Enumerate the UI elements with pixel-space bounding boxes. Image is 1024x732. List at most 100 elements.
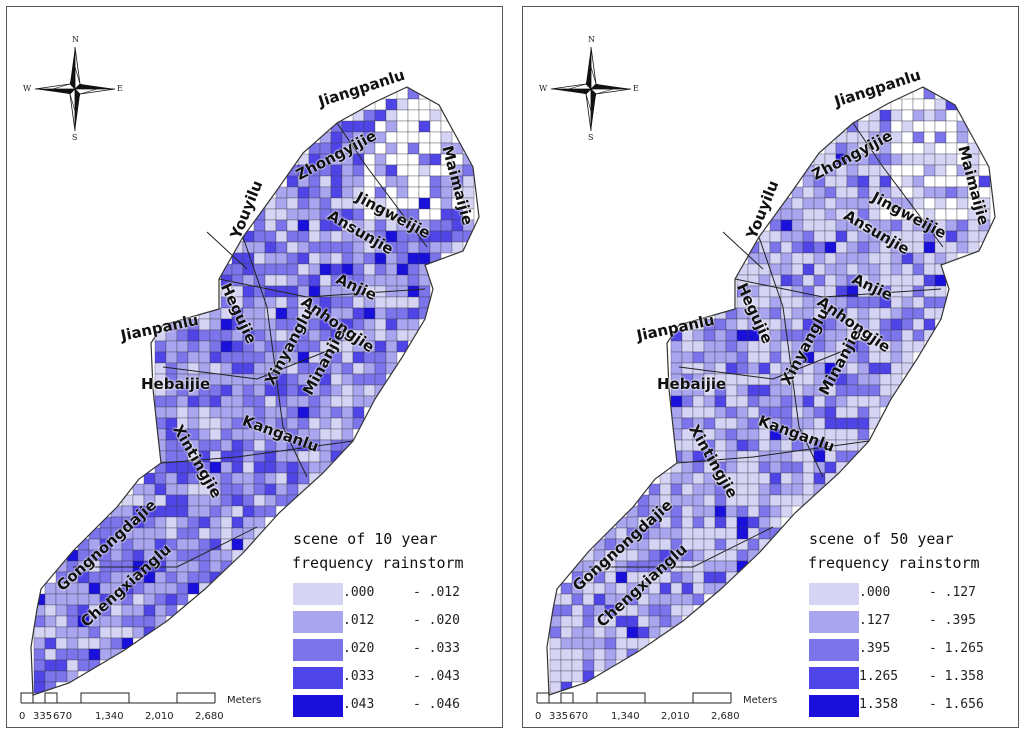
- parcel: [385, 318, 398, 331]
- parcel: [44, 659, 57, 672]
- legend-lower: .395: [859, 641, 891, 656]
- parcel: [99, 626, 112, 639]
- parcel: [571, 659, 584, 672]
- parcel: [945, 164, 958, 177]
- parcel: [396, 318, 409, 331]
- parcel: [736, 439, 749, 452]
- parcel: [209, 417, 222, 430]
- parcel: [77, 593, 90, 606]
- parcel: [890, 329, 903, 342]
- parcel: [890, 263, 903, 276]
- parcel: [308, 406, 321, 419]
- parcel: [396, 153, 409, 166]
- parcel: [956, 208, 969, 221]
- parcel: [231, 406, 244, 419]
- parcel: [319, 406, 332, 419]
- parcel: [725, 362, 738, 375]
- scale-tick: 1,340: [95, 711, 124, 722]
- parcel: [352, 406, 365, 419]
- parcel: [780, 395, 793, 408]
- parcel: [791, 274, 804, 287]
- parcel: [44, 582, 57, 595]
- parcel: [923, 109, 936, 122]
- parcel: [736, 505, 749, 518]
- parcel: [429, 186, 442, 199]
- parcel: [231, 483, 244, 496]
- parcel: [923, 285, 936, 298]
- parcel: [220, 406, 233, 419]
- parcel: [33, 670, 46, 683]
- parcel: [264, 219, 277, 232]
- parcel: [165, 340, 178, 353]
- parcel: [923, 252, 936, 265]
- parcel: [275, 252, 288, 265]
- parcel: [670, 351, 683, 364]
- parcel: [363, 252, 376, 265]
- parcel: [407, 131, 420, 144]
- parcel: [253, 362, 266, 375]
- parcel: [385, 109, 398, 122]
- parcel: [308, 142, 321, 155]
- parcel: [725, 571, 738, 584]
- parcel: [176, 461, 189, 474]
- parcel: [330, 241, 343, 254]
- parcel: [670, 516, 683, 529]
- legend-title-line1: scene of 10 year: [293, 530, 438, 548]
- parcel: [857, 351, 870, 364]
- parcel: [747, 263, 760, 276]
- parcel: [857, 395, 870, 408]
- parcel: [110, 637, 123, 650]
- parcel: [341, 296, 354, 309]
- parcel: [407, 175, 420, 188]
- parcel: [725, 505, 738, 518]
- parcel: [374, 164, 387, 177]
- parcel: [791, 461, 804, 474]
- parcel: [154, 472, 167, 485]
- parcel: [857, 296, 870, 309]
- parcel: [879, 307, 892, 320]
- parcel: [857, 252, 870, 265]
- road-line: [336, 122, 428, 248]
- parcel: [857, 406, 870, 419]
- parcel: [835, 428, 848, 441]
- parcel: [132, 483, 145, 496]
- parcel: [297, 461, 310, 474]
- parcel: [615, 637, 628, 650]
- parcel: [879, 384, 892, 397]
- parcel: [846, 241, 859, 254]
- parcel: [275, 307, 288, 320]
- parcel: [901, 340, 914, 353]
- parcel: [846, 252, 859, 265]
- parcel: [934, 175, 947, 188]
- parcel: [626, 626, 639, 639]
- parcel: [308, 241, 321, 254]
- parcel: [231, 505, 244, 518]
- parcel: [264, 307, 277, 320]
- parcel: [286, 395, 299, 408]
- compass-north-label: N: [588, 35, 595, 44]
- parcel: [231, 527, 244, 540]
- parcel: [571, 648, 584, 661]
- parcel: [407, 197, 420, 210]
- parcel: [165, 505, 178, 518]
- parcel: [264, 340, 277, 353]
- parcel: [209, 384, 222, 397]
- parcel: [560, 593, 573, 606]
- legend-lower: 1.358: [859, 697, 899, 712]
- parcel: [396, 98, 409, 111]
- parcel: [813, 351, 826, 364]
- parcel: [242, 483, 255, 496]
- scale-bar: 0 335 670 1,340 2,010 2,680 Meters: [19, 689, 279, 725]
- parcel: [934, 153, 947, 166]
- parcel: [670, 340, 683, 353]
- parcel: [429, 131, 442, 144]
- parcel: [725, 549, 738, 562]
- parcel: [209, 505, 222, 518]
- parcel: [385, 164, 398, 177]
- parcel: [714, 516, 727, 529]
- parcel: [231, 472, 244, 485]
- parcel: [44, 648, 57, 661]
- parcel: [253, 351, 266, 364]
- parcel: [198, 340, 211, 353]
- parcel: [253, 230, 266, 243]
